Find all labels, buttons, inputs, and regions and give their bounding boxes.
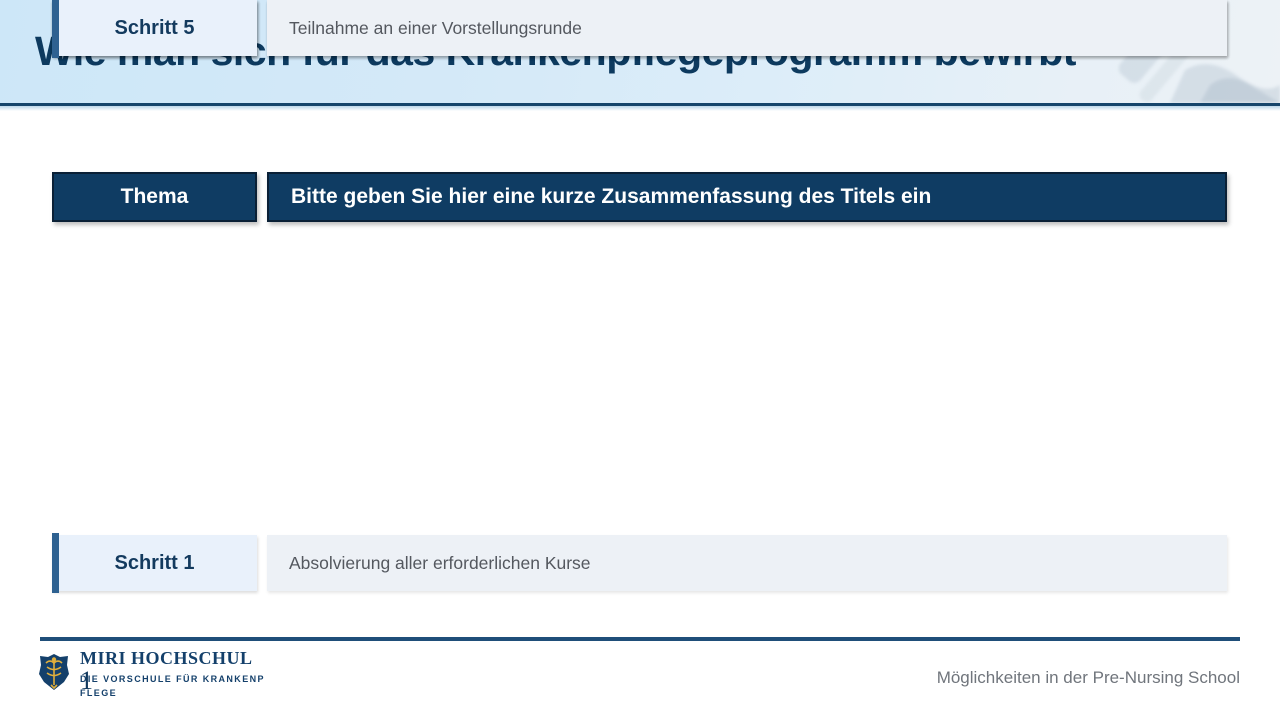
footer-right-text: Möglichkeiten in der Pre-Nursing School (936, 668, 1240, 687)
header-divider (0, 106, 1280, 111)
footer-divider-line (40, 637, 1240, 641)
table-header-topic: Thema (52, 172, 257, 222)
brand-subtitle-line2: FLEGE (80, 687, 118, 698)
step-cell: Schritt 1 (52, 533, 257, 593)
table-row: Schritt 5 Teilnahme an einer Vorstellung… (0, 0, 1280, 58)
step-accent-bar (52, 0, 59, 58)
description-text: Absolvierung aller erforderlichen Kurse (289, 552, 591, 573)
step-cell: Schritt 5 (52, 0, 257, 58)
step-accent-bar (52, 533, 59, 593)
brand-name: MIRI HOCHSCHUL (80, 648, 253, 668)
brand-subtitle-line1: DIE VORSCHULE FÜR KRANKENP (80, 674, 265, 684)
description-cell: Absolvierung aller erforderlichen Kurse (267, 535, 1227, 591)
description-text: Teilnahme an einer Vorstellungsrunde (289, 17, 582, 38)
caduceus-shield-icon (38, 652, 70, 702)
table-header-summary: Bitte geben Sie hier eine kurze Zusammen… (267, 172, 1227, 222)
step-label: Schritt 1 (114, 551, 195, 574)
table-row: Schritt 1 Absolvierung aller erforderlic… (0, 533, 1280, 593)
brand-subtitle: DIE VORSCHULE FÜR KRANKENP FLEGE (80, 673, 300, 700)
description-cell: Teilnahme an einer Vorstellungsrunde (267, 0, 1227, 56)
page-number: 1 (80, 666, 93, 695)
step-label: Schritt 5 (114, 16, 195, 39)
